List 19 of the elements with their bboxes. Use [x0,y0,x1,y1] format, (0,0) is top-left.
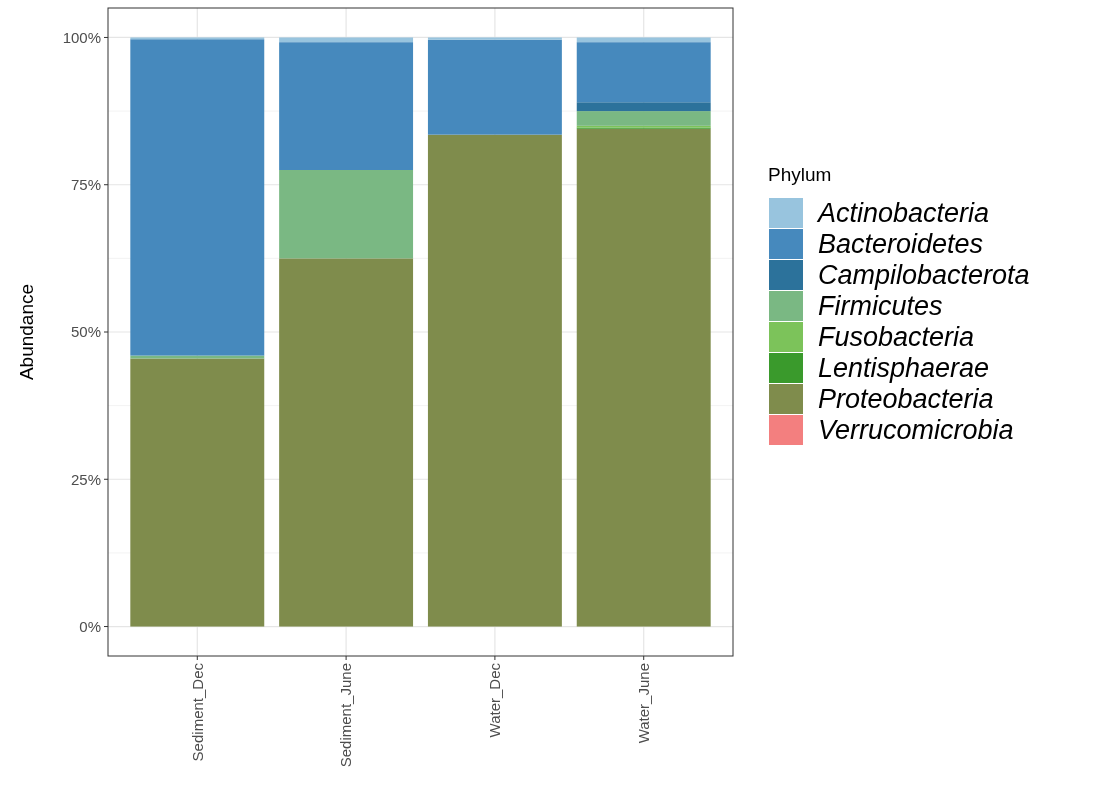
y-tick-label: 50% [70,323,101,341]
legend-label: Fusobacteria [818,322,975,353]
x-tick-label: Sediment_June [337,663,355,768]
legend-label: Campilobacterota [818,260,1030,291]
legend-label: Actinobacteria [816,198,990,229]
legend-label: Lentisphaerae [818,353,990,384]
legend-label: Firmicutes [818,291,943,322]
y-tick-label: 25% [70,470,101,488]
y-tick-label: 100% [62,28,101,46]
y-tick-label: 0% [79,617,101,635]
x-tick-label: Water_Dec [486,662,504,738]
legend-label: Verrucomicrobia [818,415,1014,446]
x-tick-label: Sediment_Dec [188,662,206,762]
y-axis-title: Abundance [16,283,37,381]
legend-label: Bacteroidetes [818,229,984,260]
y-tick-label: 75% [70,175,101,193]
legend-label: Proteobacteria [818,384,994,415]
x-tick-label: Water_June [634,663,652,744]
legend-title: Phylum [768,163,832,185]
